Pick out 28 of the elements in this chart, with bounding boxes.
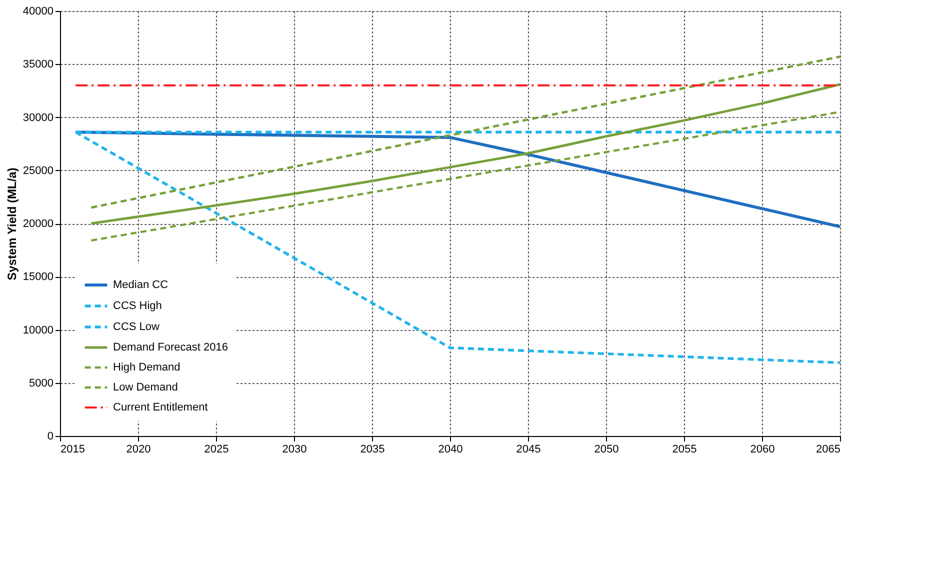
y-tick-label: 35000: [22, 58, 54, 71]
x-tick-label: 2065: [816, 444, 840, 456]
x-tick-label: 2055: [672, 444, 697, 456]
x-tick-label: 2030: [282, 444, 307, 456]
x-tick-label: 2045: [516, 444, 541, 456]
legend-label: Current Entitlement: [113, 402, 208, 414]
x-tick-label: 2025: [204, 444, 229, 456]
y-tick-label: 25000: [22, 164, 54, 177]
legend-label: High Demand: [113, 362, 180, 374]
x-tick-label: 2035: [360, 444, 385, 456]
legend-label: CCS Low: [113, 321, 160, 333]
y-tick-label: 5000: [29, 377, 54, 390]
y-tick-label: 10000: [22, 324, 54, 336]
y-tick-label: 40000: [22, 6, 54, 18]
x-tick-label: 2040: [438, 444, 463, 456]
y-tick-label: 0: [47, 430, 54, 442]
y-axis-title: System Yield (ML/a): [4, 168, 19, 280]
x-tick-label: 2060: [750, 444, 775, 456]
legend-label: Demand Forecast 2016: [113, 342, 228, 354]
legend-label: CCS High: [113, 300, 162, 312]
legend-label: Median CC: [113, 279, 168, 291]
x-tick-label: 2020: [126, 444, 151, 456]
y-tick-label: 15000: [22, 271, 54, 284]
y-tick-label: 30000: [22, 112, 54, 124]
legend-label: Low Demand: [113, 382, 178, 394]
x-tick-label: 2050: [594, 444, 619, 456]
x-tick-label: 2015: [60, 444, 85, 456]
y-tick-label: 20000: [22, 218, 54, 230]
